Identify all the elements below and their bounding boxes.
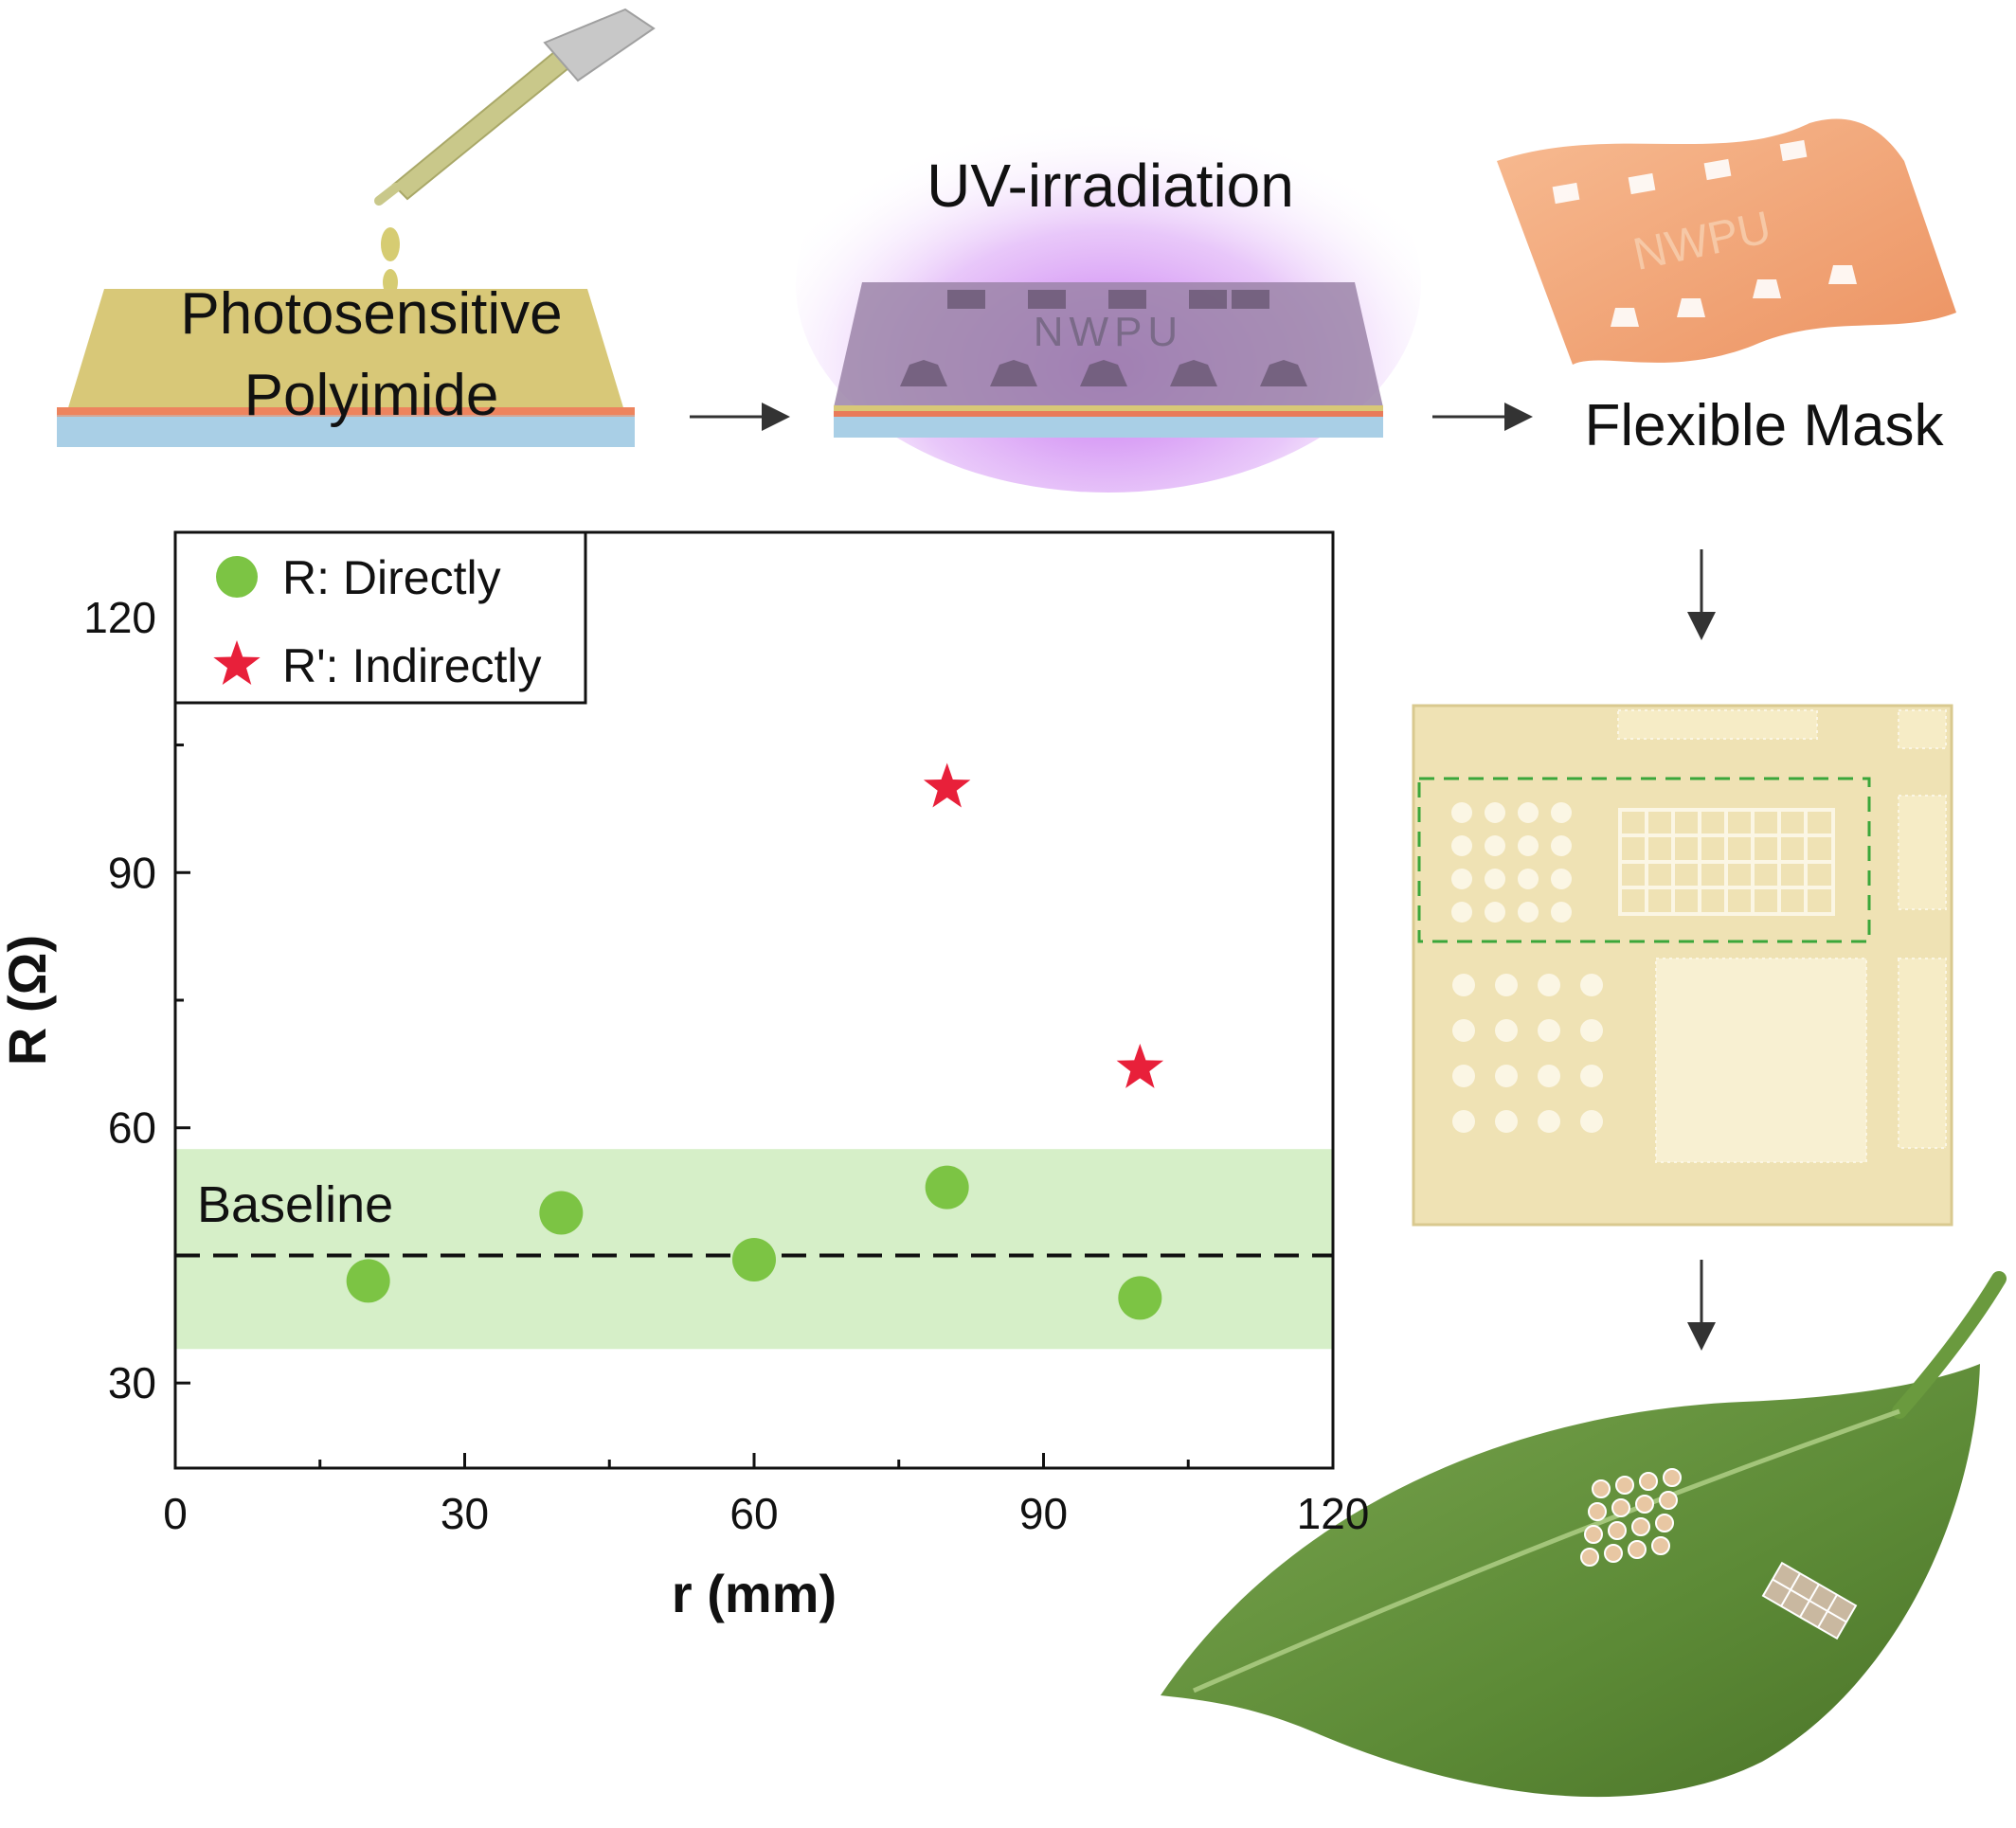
chart-legend: R: Directly R': Indirectly bbox=[175, 532, 585, 703]
data-point-directly bbox=[1118, 1276, 1161, 1319]
flexible-mask-label: Flexible Mask bbox=[1585, 393, 1945, 458]
step-uv-irradiation: NWPU UV-irradiation bbox=[796, 76, 1421, 493]
x-tick-label: 30 bbox=[441, 1489, 489, 1538]
leaf-photo bbox=[1161, 1279, 1999, 1797]
dropper-icon bbox=[379, 9, 654, 296]
x-axis-label: r (mm) bbox=[672, 1564, 837, 1623]
data-point-directly bbox=[732, 1238, 776, 1281]
x-tick-label: 0 bbox=[163, 1489, 188, 1538]
y-tick-label: 60 bbox=[108, 1103, 156, 1153]
legend-marker-directly bbox=[216, 556, 258, 598]
x-tick-label: 120 bbox=[1297, 1489, 1370, 1538]
baseline-label: Baseline bbox=[197, 1176, 393, 1233]
legend-label-indirectly: R': Indirectly bbox=[282, 639, 542, 692]
y-tick-label: 30 bbox=[108, 1358, 156, 1407]
mask-photo bbox=[1413, 706, 1952, 1225]
uv-mask-text: NWPU bbox=[1034, 309, 1183, 355]
y-tick-label: 120 bbox=[83, 593, 156, 642]
polyimide-label: Polyimide bbox=[244, 363, 499, 428]
x-tick-label: 90 bbox=[1019, 1489, 1068, 1538]
y-tick-label: 90 bbox=[108, 848, 156, 897]
figure-canvas: Photosensitive Polyimide NWPU UV-irradia… bbox=[0, 0, 2016, 1828]
uv-irradiation-label: UV-irradiation bbox=[927, 152, 1294, 220]
photosensitive-label: Photosensitive bbox=[180, 281, 562, 347]
mask-photo-fine-dot-array bbox=[1656, 959, 1866, 1162]
data-point-directly bbox=[926, 1166, 969, 1210]
data-point-directly bbox=[539, 1192, 583, 1235]
step-flexible-mask: NWPU Flexible Mask bbox=[1497, 119, 1956, 458]
step-polyimide-coating: Photosensitive Polyimide bbox=[57, 9, 654, 447]
data-point-directly bbox=[347, 1259, 390, 1302]
x-tick-label: 60 bbox=[729, 1489, 778, 1538]
data-point-indirectly bbox=[1117, 1044, 1164, 1088]
legend-label-directly: R: Directly bbox=[282, 551, 501, 604]
y-axis-label: R (Ω) bbox=[0, 935, 57, 1066]
data-point-indirectly bbox=[924, 763, 971, 808]
scatter-chart: 0 30 60 90 120 30 60 90 120 Baseline r (mm) R (Ω… bbox=[0, 532, 1369, 1623]
